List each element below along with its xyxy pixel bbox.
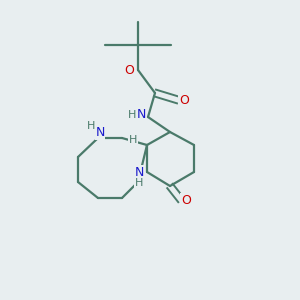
Text: H: H (129, 135, 137, 145)
Text: N: N (136, 109, 146, 122)
Text: H: H (135, 178, 143, 188)
Text: N: N (95, 127, 105, 140)
Text: H: H (128, 110, 136, 120)
Text: O: O (179, 94, 189, 106)
Text: O: O (124, 64, 134, 76)
Text: N: N (134, 166, 144, 178)
Text: O: O (181, 194, 191, 206)
Text: H: H (87, 121, 95, 131)
